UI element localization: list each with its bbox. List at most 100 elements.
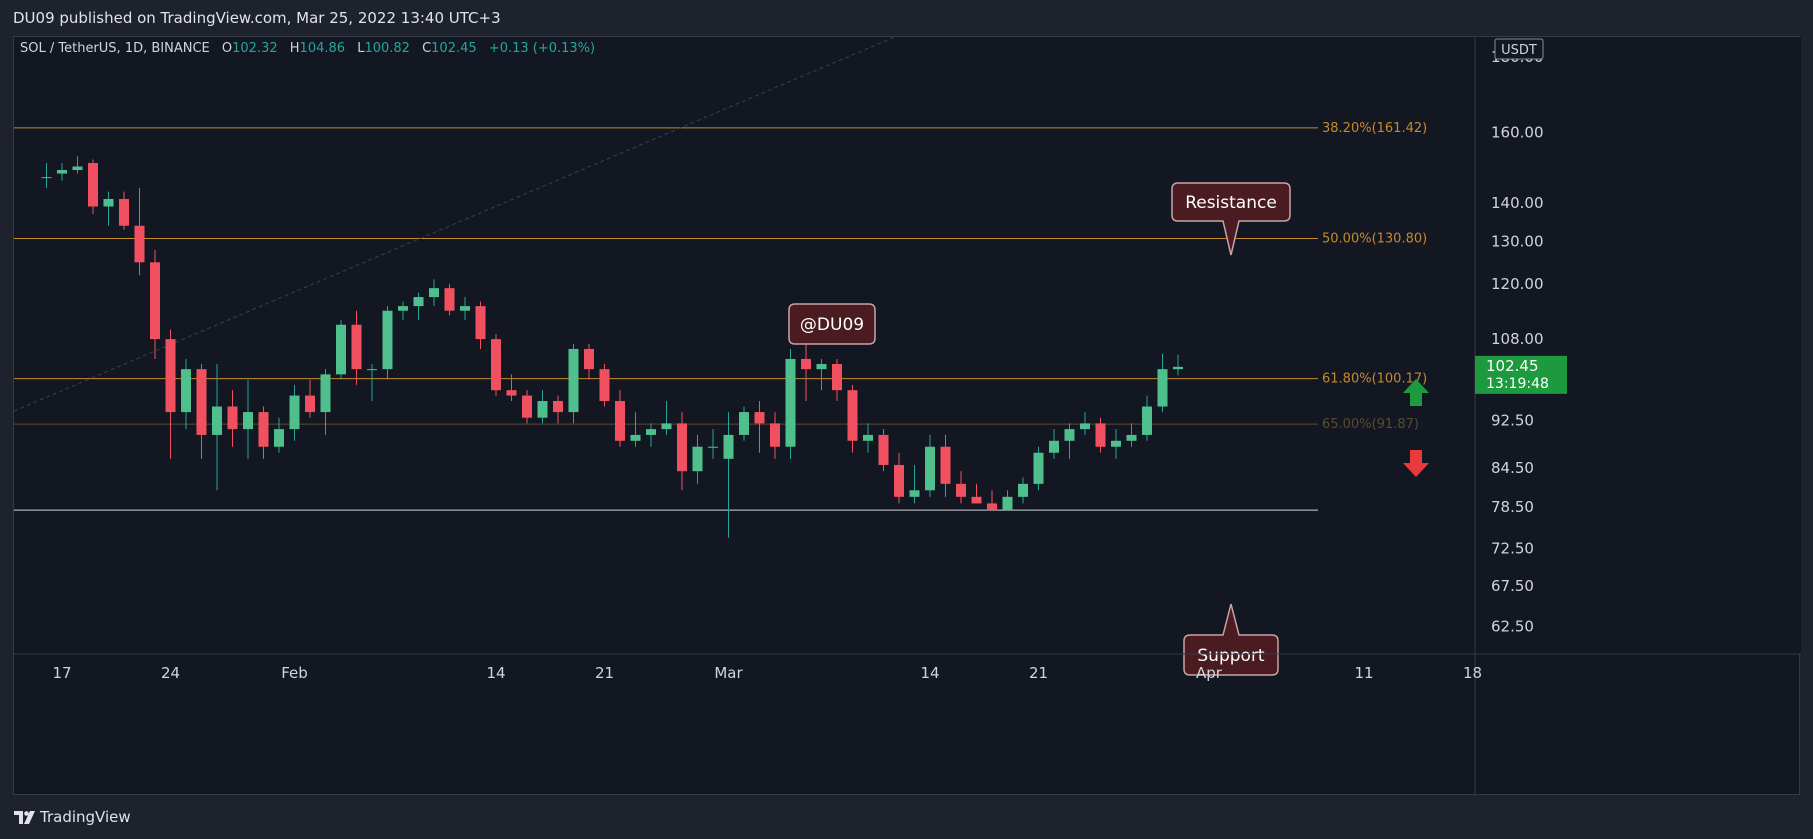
candle-body bbox=[909, 490, 920, 497]
legend-symbol: SOL / TetherUS, 1D, BINANCE bbox=[20, 41, 210, 56]
price-chart[interactable]: 38.20%(161.42) 50.00%(130.80) 61.80%(100.1… bbox=[14, 37, 1801, 796]
price-tick-label: 67.50 bbox=[1491, 577, 1534, 595]
candle-body bbox=[506, 390, 517, 396]
candle-body bbox=[863, 434, 873, 441]
time-tick-label: 14 bbox=[920, 664, 939, 682]
candle-body bbox=[258, 412, 269, 447]
candle-body bbox=[630, 434, 641, 441]
candle-body bbox=[940, 446, 951, 484]
tradingview-logo-icon bbox=[14, 811, 35, 824]
time-tick-label: 18 bbox=[1463, 664, 1482, 682]
fib-label: 65.00%(91.87) bbox=[1322, 417, 1419, 432]
legend-high: 104.86 bbox=[300, 41, 346, 56]
axes: 180.00160.00140.00130.00120.00108.0092.5… bbox=[14, 37, 1801, 796]
time-tick-label: 14 bbox=[486, 664, 505, 682]
chart-panel[interactable]: 38.20%(161.42) 50.00%(130.80) 61.80%(100.1… bbox=[13, 36, 1801, 796]
author-watermark-bubble bbox=[788, 303, 876, 345]
candle-body bbox=[1080, 423, 1090, 430]
candle-body bbox=[57, 170, 67, 174]
legend-close: 102.45 bbox=[431, 41, 477, 56]
candle-body bbox=[243, 412, 253, 430]
legend-close-label: C bbox=[422, 41, 431, 56]
publish-header: DU09 published on TradingView.com, Mar 2… bbox=[0, 0, 1813, 36]
candle-body bbox=[444, 288, 455, 311]
candle-body bbox=[692, 446, 703, 472]
candle-body bbox=[987, 503, 997, 511]
candle-body bbox=[413, 297, 424, 307]
candle-body bbox=[227, 406, 238, 430]
countdown-label: 13:19:48 bbox=[1486, 376, 1549, 392]
currency-box bbox=[1494, 38, 1544, 60]
candle-body bbox=[150, 262, 160, 340]
candle-body bbox=[553, 401, 563, 413]
candle-body bbox=[1111, 440, 1121, 447]
candle-body bbox=[754, 412, 765, 424]
candle-body bbox=[646, 429, 656, 435]
candle-body bbox=[1049, 440, 1059, 453]
candle-body bbox=[305, 395, 315, 413]
candle-body bbox=[537, 401, 548, 418]
fib-label: 38.20%(161.42) bbox=[1322, 121, 1427, 136]
price-axis-bg bbox=[1475, 37, 1801, 654]
candle-body bbox=[522, 395, 532, 418]
price-tick-label: 130.00 bbox=[1491, 233, 1544, 251]
publish-text: DU09 published on TradingView.com, Mar 2… bbox=[13, 9, 501, 27]
time-tick-label: Feb bbox=[281, 664, 308, 682]
legend-low-label: L bbox=[357, 41, 365, 56]
candle-body bbox=[1018, 483, 1028, 497]
time-tick-label: 21 bbox=[595, 664, 614, 682]
candle-body bbox=[1173, 366, 1183, 370]
support-callout-bubble bbox=[1183, 603, 1279, 676]
candle-body bbox=[351, 324, 362, 370]
candle-body bbox=[894, 464, 904, 497]
candle-body bbox=[785, 358, 796, 447]
candle-body bbox=[103, 199, 114, 207]
current-price-tag bbox=[1475, 355, 1567, 394]
candle-body bbox=[212, 406, 222, 435]
time-tick-label: 17 bbox=[52, 664, 71, 682]
candle-body bbox=[336, 324, 346, 375]
legend-low: 100.82 bbox=[364, 41, 410, 56]
candle-body bbox=[739, 412, 749, 435]
candle-body bbox=[1095, 423, 1106, 447]
candle-body bbox=[816, 364, 827, 370]
price-tick-label: 72.50 bbox=[1491, 540, 1534, 558]
price-tick-label: 108.00 bbox=[1491, 330, 1544, 348]
candle-body bbox=[615, 401, 625, 441]
arrow-down-icon bbox=[1403, 450, 1429, 477]
resistance-callout-label: Resistance bbox=[1185, 193, 1277, 213]
candle-body bbox=[1157, 369, 1168, 407]
candle-body bbox=[398, 306, 408, 311]
chart-legend: SOL / TetherUS, 1D, BINANCE O102.32 H104… bbox=[20, 41, 595, 56]
candle-body bbox=[1033, 452, 1044, 484]
candle-body bbox=[599, 369, 610, 402]
time-tick-label: 24 bbox=[161, 664, 180, 682]
candle-body bbox=[274, 429, 284, 447]
candle-body bbox=[382, 310, 393, 370]
candle-body bbox=[1002, 496, 1013, 511]
candle-body bbox=[584, 348, 594, 370]
price-tick-label: 84.50 bbox=[1491, 459, 1534, 477]
legend-open: 102.32 bbox=[232, 41, 278, 56]
time-tick-label: 21 bbox=[1029, 664, 1048, 682]
legend-open-label: O bbox=[222, 41, 232, 56]
candle-body bbox=[708, 446, 718, 448]
candle-body bbox=[429, 288, 439, 298]
price-tick-label: 140.00 bbox=[1491, 194, 1544, 212]
arrow-up-icon bbox=[1403, 379, 1429, 406]
time-tick-label: Apr bbox=[1196, 664, 1223, 682]
price-tick-label: 78.50 bbox=[1491, 498, 1534, 516]
candle-body bbox=[661, 423, 672, 430]
candle-body bbox=[367, 369, 377, 371]
candle-body bbox=[677, 423, 687, 472]
candle-body bbox=[491, 339, 501, 391]
fib-label: 61.80%(100.17) bbox=[1322, 372, 1427, 387]
fib-levels: 38.20%(161.42) 50.00%(130.80) 61.80%(100.1… bbox=[14, 121, 1427, 511]
candle-body bbox=[41, 177, 52, 179]
trend-line bbox=[14, 37, 896, 412]
time-tick-label: 11 bbox=[1354, 664, 1373, 682]
candle-body bbox=[289, 395, 300, 430]
candle-body bbox=[971, 496, 982, 504]
candle-body bbox=[165, 339, 176, 413]
author-watermark-label: @DU09 bbox=[800, 315, 864, 335]
